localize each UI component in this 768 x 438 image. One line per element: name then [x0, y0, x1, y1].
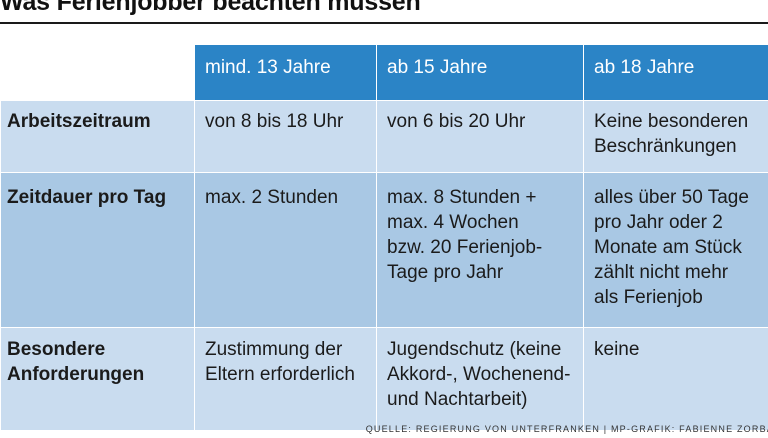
column-header-18: ab 18 Jahre	[584, 45, 768, 101]
table-cell: max. 2 Stunden	[195, 173, 377, 328]
table-cell: keine	[584, 328, 768, 431]
source-credit: QUELLE: REGIERUNG VON UNTERFRANKEN | MP-…	[366, 424, 768, 438]
header-corner	[1, 45, 195, 101]
table-row: Arbeitszeitraum von 8 bis 18 Uhr von 6 b…	[1, 101, 768, 173]
column-header-13: mind. 13 Jahre	[195, 45, 377, 101]
row-label-arbeitszeitraum: Arbeitszeitraum	[1, 101, 195, 173]
table-cell: von 8 bis 18 Uhr	[195, 101, 377, 173]
table-row: Zeitdauer pro Tag max. 2 Stunden max. 8 …	[1, 173, 768, 328]
page-title: Was Ferienjobber beachten müssen	[0, 0, 768, 17]
row-label-zeitdauer: Zeitdauer pro Tag	[1, 173, 195, 328]
requirements-table: mind. 13 Jahre ab 15 Jahre ab 18 Jahre A…	[0, 44, 768, 431]
table-cell: von 6 bis 20 Uhr	[377, 101, 584, 173]
column-header-15: ab 15 Jahre	[377, 45, 584, 101]
table-header-row: mind. 13 Jahre ab 15 Jahre ab 18 Jahre	[1, 45, 768, 101]
title-divider	[0, 22, 768, 24]
